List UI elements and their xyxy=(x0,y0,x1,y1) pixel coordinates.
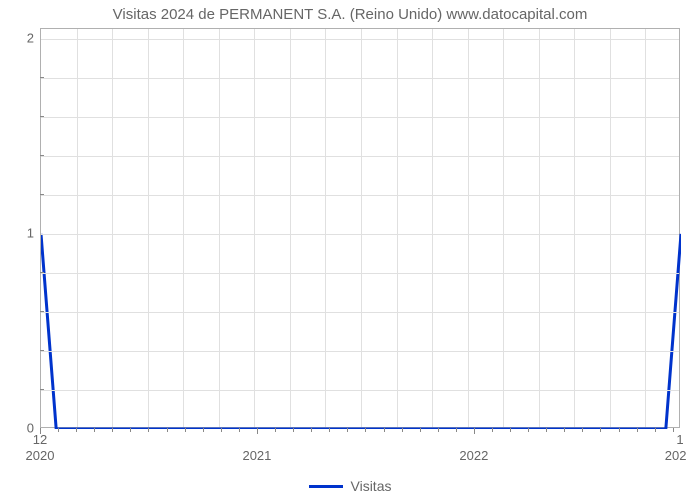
x-minor-tick xyxy=(76,428,77,432)
x-minor-tick xyxy=(94,428,95,432)
y-minor-tick xyxy=(40,77,44,78)
grid-horizontal xyxy=(41,195,679,196)
x-minor-tick xyxy=(402,428,403,432)
x-minor-tick xyxy=(293,428,294,432)
x-major-tick xyxy=(474,428,475,434)
grid-vertical xyxy=(290,29,291,427)
grid-horizontal xyxy=(41,273,679,274)
x-minor-tick xyxy=(365,428,366,432)
x-minor-tick xyxy=(275,428,276,432)
y-tick-label: 0 xyxy=(16,421,34,436)
grid-horizontal xyxy=(41,78,679,79)
x-minor-tick xyxy=(239,428,240,432)
x-minor-tick xyxy=(655,428,656,432)
y-tick-label: 2 xyxy=(16,30,34,45)
y-minor-tick xyxy=(40,194,44,195)
y-minor-tick xyxy=(40,116,44,117)
x-tick-label: 202 xyxy=(665,448,687,463)
grid-horizontal xyxy=(41,312,679,313)
plot-area xyxy=(40,28,680,428)
x-tick-label: 2022 xyxy=(459,448,488,463)
x-minor-tick xyxy=(185,428,186,432)
legend-swatch xyxy=(309,485,343,488)
series-endpoint-label: 12 xyxy=(33,432,47,447)
x-minor-tick xyxy=(492,428,493,432)
grid-horizontal xyxy=(41,234,679,235)
x-minor-tick xyxy=(600,428,601,432)
x-minor-tick xyxy=(546,428,547,432)
x-minor-tick xyxy=(637,428,638,432)
grid-vertical xyxy=(539,29,540,427)
grid-vertical xyxy=(361,29,362,427)
x-minor-tick xyxy=(564,428,565,432)
y-minor-tick xyxy=(40,350,44,351)
x-minor-tick xyxy=(58,428,59,432)
grid-vertical xyxy=(77,29,78,427)
grid-vertical xyxy=(610,29,611,427)
chart-title: Visitas 2024 de PERMANENT S.A. (Reino Un… xyxy=(0,6,700,23)
x-minor-tick xyxy=(130,428,131,432)
grid-vertical xyxy=(112,29,113,427)
x-minor-tick xyxy=(112,428,113,432)
x-minor-tick xyxy=(619,428,620,432)
x-minor-tick xyxy=(438,428,439,432)
x-tick-label: 2020 xyxy=(26,448,55,463)
y-tick-label: 1 xyxy=(16,225,34,240)
grid-vertical xyxy=(219,29,220,427)
x-minor-tick xyxy=(329,428,330,432)
y-minor-tick xyxy=(40,272,44,273)
x-minor-tick xyxy=(456,428,457,432)
x-minor-tick xyxy=(582,428,583,432)
grid-horizontal xyxy=(41,39,679,40)
grid-vertical xyxy=(432,29,433,427)
chart-container: Visitas 2024 de PERMANENT S.A. (Reino Un… xyxy=(0,0,700,500)
grid-horizontal xyxy=(41,390,679,391)
x-major-tick xyxy=(257,428,258,434)
grid-vertical xyxy=(254,29,255,427)
x-tick-label: 2021 xyxy=(242,448,271,463)
y-minor-tick xyxy=(40,311,44,312)
x-minor-tick xyxy=(311,428,312,432)
legend: Visitas xyxy=(0,478,700,494)
x-minor-tick xyxy=(673,428,674,432)
grid-vertical xyxy=(503,29,504,427)
grid-vertical xyxy=(468,29,469,427)
grid-horizontal xyxy=(41,351,679,352)
x-minor-tick xyxy=(347,428,348,432)
x-minor-tick xyxy=(510,428,511,432)
grid-horizontal xyxy=(41,117,679,118)
grid-vertical xyxy=(645,29,646,427)
grid-vertical xyxy=(183,29,184,427)
series-endpoint-label: 1 xyxy=(676,432,683,447)
grid-vertical xyxy=(325,29,326,427)
x-minor-tick xyxy=(420,428,421,432)
grid-horizontal xyxy=(41,156,679,157)
y-minor-tick xyxy=(40,389,44,390)
x-minor-tick xyxy=(203,428,204,432)
x-minor-tick xyxy=(384,428,385,432)
y-minor-tick xyxy=(40,155,44,156)
x-minor-tick xyxy=(528,428,529,432)
x-minor-tick xyxy=(167,428,168,432)
grid-vertical xyxy=(574,29,575,427)
grid-vertical xyxy=(397,29,398,427)
grid-vertical xyxy=(148,29,149,427)
legend-label: Visitas xyxy=(351,478,392,494)
x-minor-tick xyxy=(221,428,222,432)
x-minor-tick xyxy=(148,428,149,432)
